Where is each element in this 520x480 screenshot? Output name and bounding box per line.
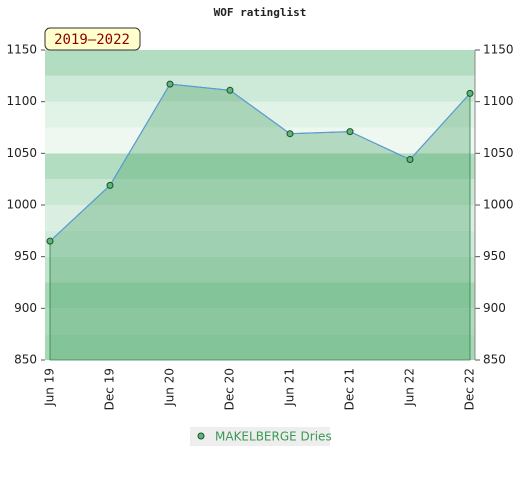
annotation-box xyxy=(44,27,141,51)
x-tick-label: Dec 20 xyxy=(223,368,237,410)
x-tick-label: Jun 21 xyxy=(283,368,297,407)
background-band xyxy=(45,75,475,102)
background-band xyxy=(45,308,475,335)
y-tick-label: 900 xyxy=(14,301,37,315)
y-tick-label: 850 xyxy=(14,353,37,367)
background-band xyxy=(45,334,475,360)
background-band xyxy=(45,101,475,128)
legend-box xyxy=(190,427,330,446)
background-band xyxy=(45,256,475,283)
x-tick-label: Dec 21 xyxy=(343,368,357,410)
point xyxy=(406,156,414,164)
point xyxy=(226,86,234,94)
background-band xyxy=(45,230,475,257)
point xyxy=(286,130,294,138)
point xyxy=(466,89,474,97)
x-tick-label: Jun 20 xyxy=(163,368,177,407)
background-band xyxy=(45,50,475,76)
x-tick-label: Dec 19 xyxy=(103,368,117,410)
background-band xyxy=(45,282,475,309)
annotation: 2019–2022 xyxy=(54,32,130,48)
chart-title: WOF ratinglist xyxy=(214,6,307,19)
y-tick-label: 1150 xyxy=(6,43,37,57)
x-tick-label: Jun 19 xyxy=(43,368,57,407)
legend-label: MAKELBERGE Dries xyxy=(215,430,332,444)
line xyxy=(49,83,471,242)
y2-tick-label: 1050 xyxy=(483,146,514,160)
legend-marker xyxy=(197,432,205,440)
y-tick-label: 950 xyxy=(14,249,37,263)
background-band xyxy=(45,179,475,205)
point xyxy=(166,80,174,88)
x-tick-label: Jun 22 xyxy=(403,368,417,407)
y2-tick-label: 1000 xyxy=(483,198,514,212)
y-tick-label: 1050 xyxy=(6,146,37,160)
y2-tick-label: 900 xyxy=(483,301,506,315)
background-band xyxy=(45,205,475,231)
point xyxy=(46,237,54,245)
y-tick-label: 1000 xyxy=(6,198,37,212)
y2-tick-label: 950 xyxy=(483,249,506,263)
y-tick-label: 1100 xyxy=(6,94,37,108)
point xyxy=(106,181,114,189)
x-tick-label: Dec 22 xyxy=(463,368,477,410)
y2-tick-label: 1100 xyxy=(483,94,514,108)
point xyxy=(346,128,354,136)
y2-tick-label: 850 xyxy=(483,353,506,367)
background-band xyxy=(45,127,475,154)
plot-area xyxy=(45,50,475,360)
y2-tick-label: 1150 xyxy=(483,43,514,57)
